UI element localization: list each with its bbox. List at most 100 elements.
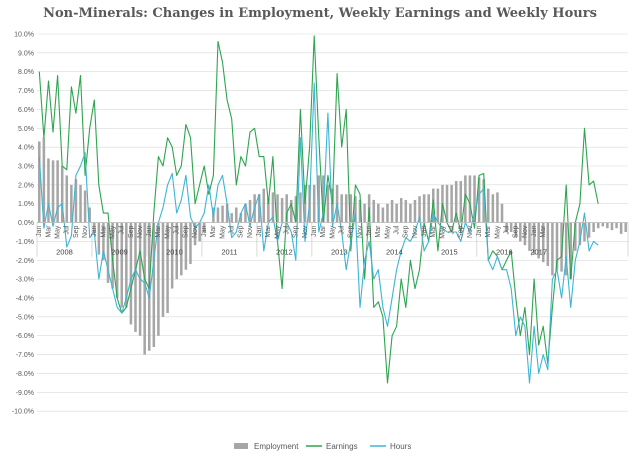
employment-bar: [500, 203, 504, 223]
employment-bar: [271, 192, 275, 223]
x-tick-label: Mar: [430, 225, 437, 238]
employment-bar: [102, 222, 105, 261]
x-tick-label: Mar: [485, 225, 492, 238]
year-label: 2014: [386, 248, 403, 257]
employment-bar: [619, 222, 623, 234]
y-tick-label: 3.0%: [18, 164, 34, 171]
employment-bar: [532, 222, 536, 255]
x-tick-label: Jan: [311, 225, 318, 236]
employment-bar: [248, 199, 252, 223]
y-tick-label: 2.0%: [18, 182, 34, 189]
employment-bar: [170, 222, 174, 289]
employment-bar: [454, 181, 458, 223]
y-tick-label: 9.0%: [18, 50, 34, 57]
earnings-line: [38, 35, 599, 384]
x-tick-label: Sep: [458, 225, 465, 238]
year-label: 2008: [56, 248, 73, 257]
employment-bar: [184, 222, 188, 270]
x-tick-label: Mar: [100, 225, 107, 238]
x-tick-label: Mar: [265, 225, 272, 238]
employment-bar: [70, 184, 73, 223]
x-tick-label: Jul: [64, 225, 71, 234]
x-tick-label: Jan: [91, 225, 98, 236]
employment-bar: [143, 222, 146, 355]
x-tick-label: May: [109, 225, 116, 239]
employment-bar: [555, 222, 559, 270]
x-tick-label: Mar: [210, 225, 217, 238]
x-tick-label: Sep: [183, 225, 190, 238]
employment-bar: [235, 207, 238, 223]
employment-bar: [285, 194, 288, 223]
employment-bar: [578, 222, 582, 246]
x-tick-label: Jul: [448, 225, 455, 234]
employment-bar: [312, 184, 316, 223]
employment-bar: [496, 192, 499, 223]
employment-bar: [166, 222, 169, 314]
x-tick-label: Jul: [119, 225, 126, 234]
employment-bar: [450, 184, 453, 223]
employment-bar: [445, 184, 449, 223]
employment-bar: [65, 175, 69, 223]
employment-bar: [280, 198, 284, 223]
y-tick-label: 1.0%: [18, 201, 34, 208]
y-tick-label: 7.0%: [18, 88, 34, 95]
x-tick-label: Jan: [476, 225, 483, 236]
employment-bar: [74, 179, 78, 223]
employment-bar: [38, 141, 41, 223]
year-label: 2011: [221, 248, 237, 257]
y-tick-label: 10.0%: [14, 32, 34, 39]
employment-bar: [358, 199, 362, 223]
employment-bar: [79, 184, 82, 223]
employment-bar: [42, 137, 46, 223]
employment-bar: [514, 222, 518, 238]
employment-bar: [97, 222, 101, 255]
x-tick-label: Mar: [375, 225, 382, 238]
employment-bar: [564, 222, 568, 276]
employment-bar: [56, 160, 59, 223]
employment-bar: [354, 196, 357, 223]
employment-bar: [528, 222, 531, 251]
year-label: 2012: [276, 248, 293, 257]
employment-bar: [331, 188, 334, 223]
employment-bar: [482, 179, 485, 223]
employment-bar: [519, 222, 522, 242]
employment-bar: [569, 222, 572, 280]
year-label: 2015: [441, 248, 458, 257]
employment-bar: [83, 190, 87, 223]
employment-bar: [267, 198, 270, 223]
employment-bar: [349, 194, 353, 223]
employment-bar: [399, 198, 403, 223]
x-tick-label: Jul: [284, 225, 291, 234]
x-tick-label: Sep: [128, 225, 135, 238]
employment-bar: [239, 213, 243, 223]
employment-bar: [372, 199, 375, 223]
employment-bar: [317, 175, 321, 223]
employment-bar: [290, 199, 293, 223]
x-tick-label: Nov: [192, 225, 199, 238]
x-tick-label: Jan: [421, 225, 428, 236]
employment-bar: [262, 188, 266, 223]
y-tick-label: 4.0%: [18, 145, 34, 152]
x-tick-label: Mar: [540, 225, 547, 238]
x-tick-label: Nov: [412, 225, 419, 238]
employment-bar: [299, 192, 302, 223]
employment-bar: [198, 222, 201, 242]
y-tick-label: -5.0%: [16, 314, 34, 321]
employment-bar: [161, 222, 165, 317]
x-tick-label: Sep: [238, 225, 245, 238]
year-label: 2010: [166, 248, 183, 257]
x-tick-label: Sep: [348, 225, 355, 238]
hours-line: [38, 82, 599, 384]
employment-bar: [221, 205, 224, 223]
employment-bar: [468, 175, 472, 223]
x-tick-label: Jan: [531, 225, 538, 236]
employment-bar: [583, 222, 586, 242]
x-tick-label: Nov: [247, 225, 254, 238]
y-tick-label: 6.0%: [18, 107, 34, 114]
x-tick-label: Jul: [339, 225, 346, 234]
employment-bar: [592, 222, 595, 232]
year-label: 2013: [331, 248, 348, 257]
x-tick-label: May: [494, 225, 501, 239]
